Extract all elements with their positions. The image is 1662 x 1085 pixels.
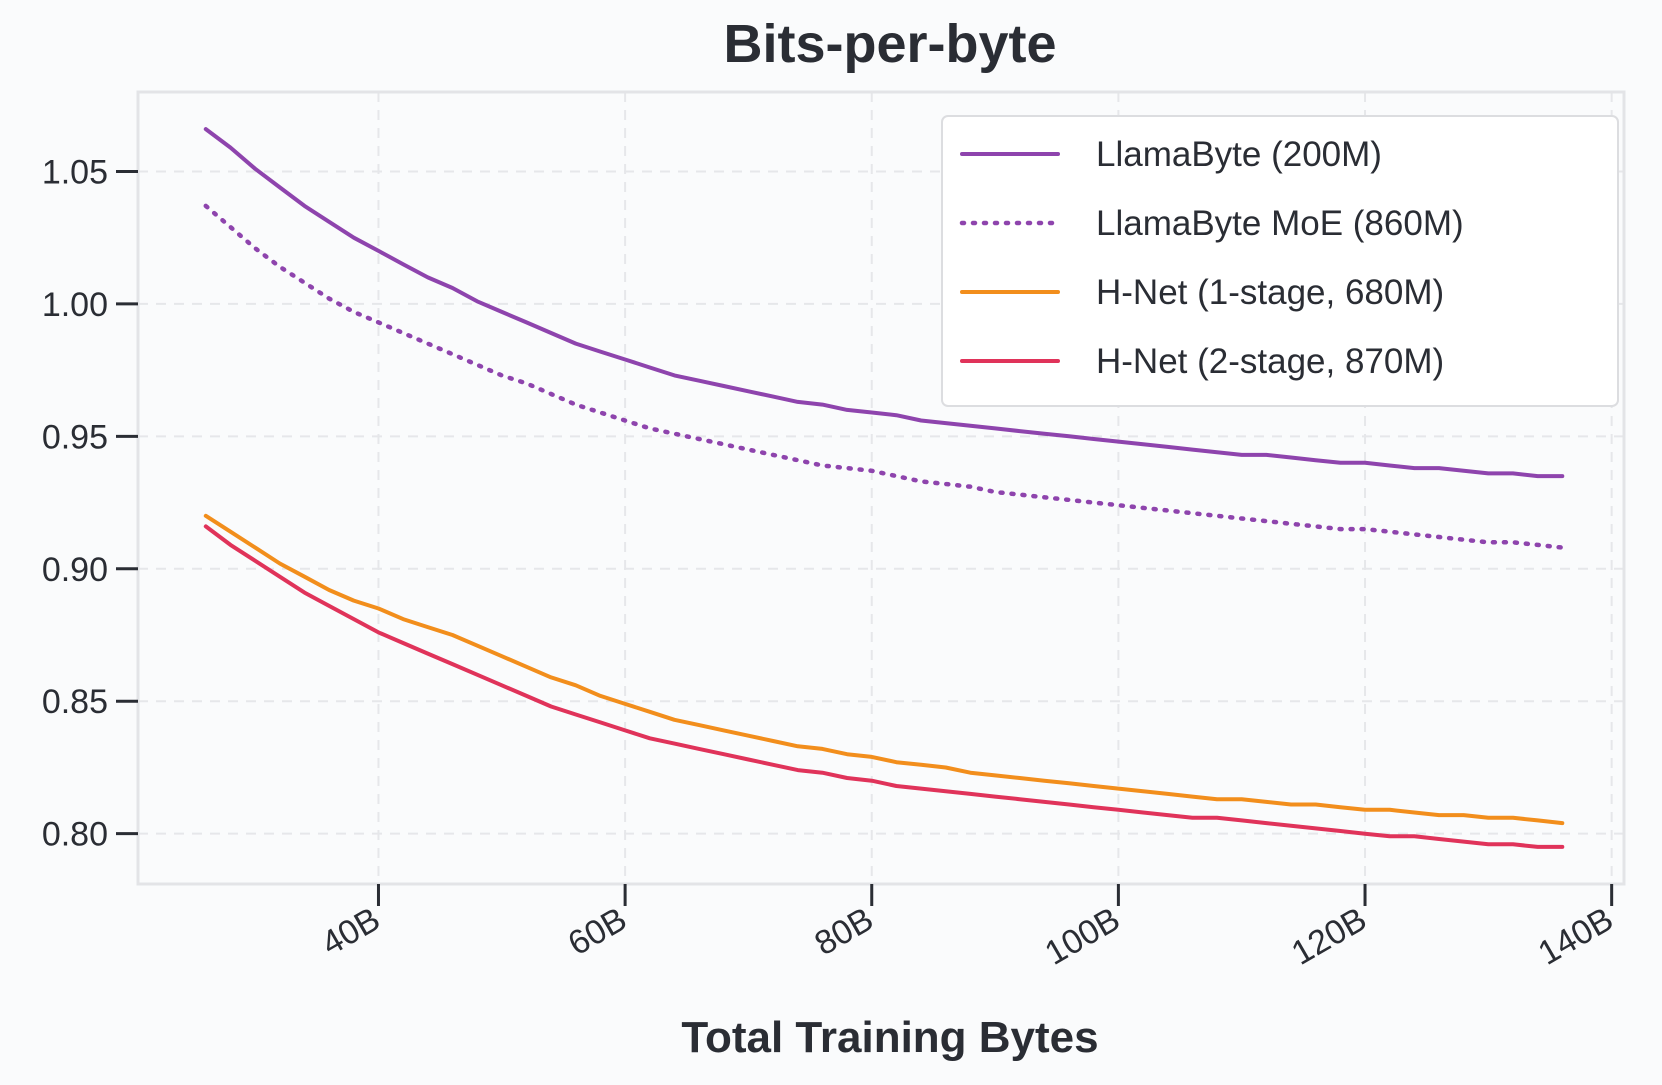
- y-tick-label: 1.00: [42, 286, 108, 324]
- y-axis: 0.80 0.85 0.90 0.95 1.00 1.05: [42, 153, 138, 854]
- series-line-1: [203, 127, 1565, 479]
- y-tick-label: 0.90: [42, 551, 108, 589]
- y-tick-label: 0.95: [42, 418, 108, 456]
- y-tick-label: 0.80: [42, 816, 108, 854]
- legend: LlamaByte (200M) LlamaByte MoE (860M) H-Ne…: [941, 115, 1619, 407]
- series-line-2: [203, 203, 1565, 550]
- series-line-4: [203, 524, 1565, 849]
- y-tick-label: 0.85: [42, 683, 108, 721]
- legend-label: H-Net (2-stage, 870M): [1096, 342, 1444, 381]
- x-axis-label: Total Training Bytes: [681, 1013, 1098, 1062]
- y-tick-label: 1.05: [42, 153, 108, 191]
- legend-label: H-Net (1-stage, 680M): [1096, 273, 1444, 312]
- chart-title: Bits-per-byte: [723, 14, 1056, 74]
- legend-label: LlamaByte (200M): [1096, 135, 1382, 174]
- plot-frame: [136, 90, 1626, 886]
- series-lines: [203, 127, 1565, 849]
- legend-label: LlamaByte MoE (860M): [1096, 204, 1464, 243]
- legend-box: [941, 115, 1619, 407]
- series-line-3: [203, 513, 1565, 826]
